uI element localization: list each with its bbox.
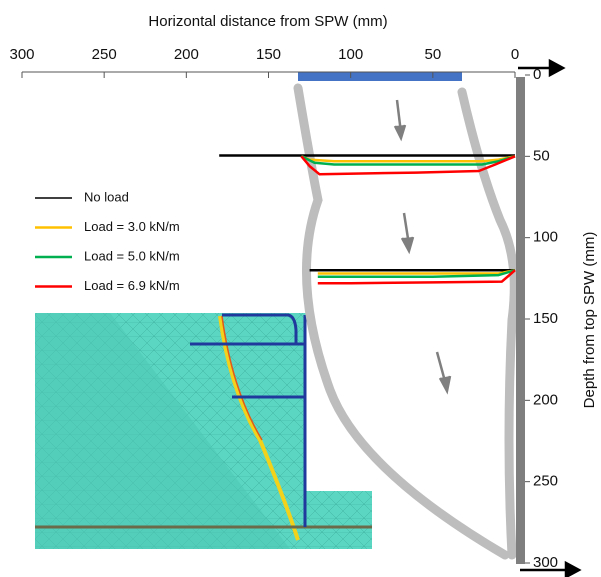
x-tick-label: 50 <box>424 46 441 63</box>
series-line <box>219 154 515 272</box>
x-tick-label: 150 <box>256 46 281 63</box>
x-axis-label: Horizontal distance from SPW (mm) <box>148 13 387 30</box>
series-line <box>300 155 516 278</box>
legend-label: No load <box>84 189 129 204</box>
legend-label: Load = 5.0 kN/m <box>84 248 180 263</box>
y-tick-label: 200 <box>533 391 558 408</box>
y-tick-label: 150 <box>533 310 558 327</box>
y-tick-label: 300 <box>533 554 558 571</box>
series-line <box>300 155 516 285</box>
x-tick-label: 0 <box>511 46 519 63</box>
legend-label: Load = 3.0 kN/m <box>84 219 180 234</box>
legend-label: Load = 6.9 kN/m <box>84 278 180 293</box>
x-tick-label: 200 <box>174 46 199 63</box>
x-tick-label: 300 <box>9 46 34 63</box>
y-axis-label: Depth from top SPW (mm) <box>581 232 598 409</box>
y-tick-label: 0 <box>533 66 541 83</box>
y-tick-label: 100 <box>533 229 558 246</box>
x-tick-label: 250 <box>92 46 117 63</box>
y-tick-label: 50 <box>533 147 550 164</box>
y-tick-label: 250 <box>533 473 558 490</box>
x-tick-label: 100 <box>338 46 363 63</box>
